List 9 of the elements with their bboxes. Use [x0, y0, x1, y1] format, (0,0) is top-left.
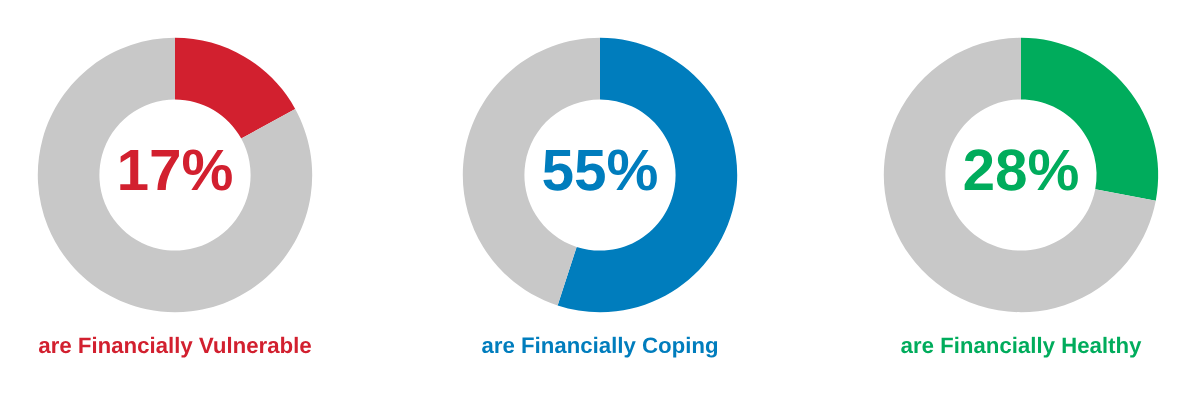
donut-slice [37, 37, 313, 313]
text: are Financially Coping [482, 336, 718, 358]
text: are Financially Vulnerable [38, 336, 311, 358]
data-label: 17% [120, 149, 232, 191]
text: are Financially Healthy [901, 336, 1142, 358]
donut-slice [175, 37, 296, 139]
donut-slice [883, 37, 1156, 313]
data-label: 28% [964, 149, 1078, 191]
data-label: 55% [543, 149, 657, 191]
